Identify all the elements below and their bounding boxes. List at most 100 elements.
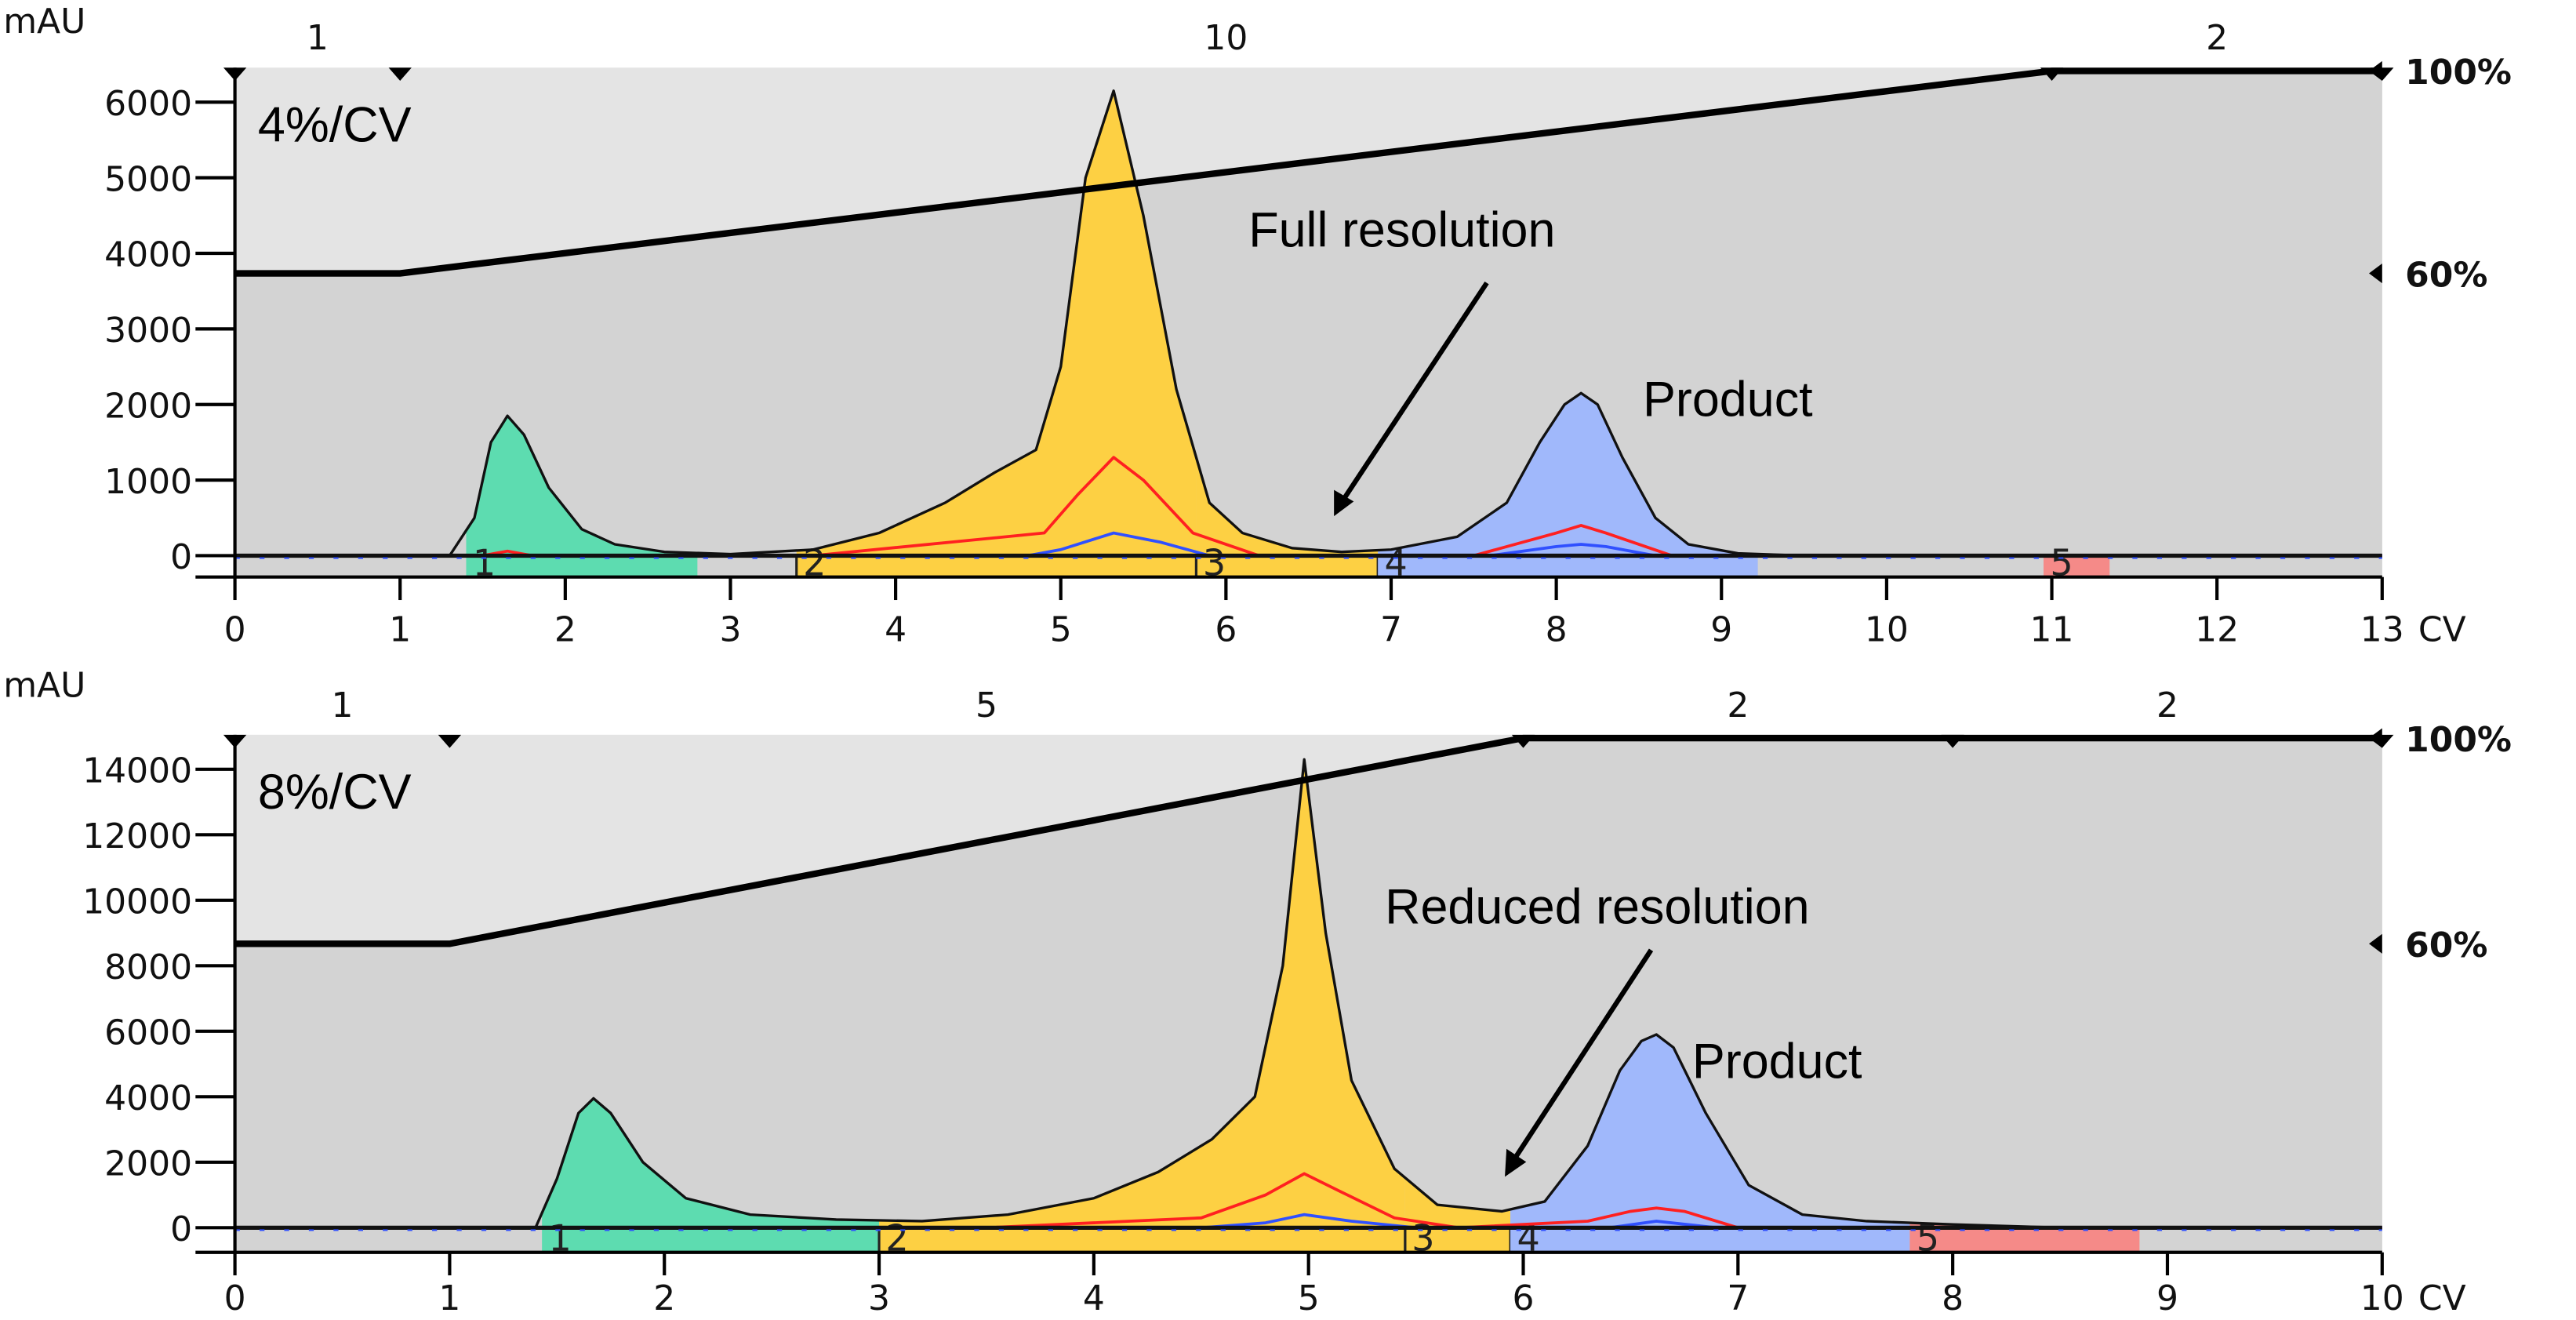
x-tick-label: 0 <box>224 1278 246 1318</box>
arrowhead-full-resolution <box>1334 489 1354 517</box>
blue-trace <box>234 1213 2382 1230</box>
y-tick-label: 5000 <box>104 159 192 199</box>
block-label: 2 <box>2156 685 2178 725</box>
right-axis-label: 60% <box>2405 925 2487 965</box>
block-label: 2 <box>1727 685 1749 725</box>
y-tick-label: 1000 <box>104 462 192 502</box>
right-axis-label: 100% <box>2405 720 2512 760</box>
annotation-product-top: Product <box>1643 372 1813 427</box>
peak-fill-fraction-1 <box>542 1098 880 1228</box>
y-tick-label: 4000 <box>104 1078 192 1118</box>
x-tick-label: 8 <box>1942 1278 1964 1318</box>
arrow-reduced-resolution <box>1509 948 1654 1165</box>
right-axis-marker-icon <box>2369 933 2382 954</box>
arrowhead-reduced-resolution <box>1505 1148 1527 1177</box>
fraction-bar-1 <box>466 555 698 577</box>
x-tick-label: 1 <box>438 1278 460 1318</box>
x-tick-label: 10 <box>2360 1278 2404 1318</box>
x-tick-label: 11 <box>2030 609 2074 649</box>
x-tick-label: 3 <box>719 609 741 649</box>
fraction-bar-5 <box>1909 1227 2140 1253</box>
block-label: 2 <box>2206 18 2228 58</box>
x-tick-label: 9 <box>1710 609 1732 649</box>
chromatogram-8-percent-per-cv: 1 2 3 4 5 0 2000 4000 6000 8000 10000 12000 14000 0 1 2… <box>3 666 2512 1318</box>
x-tick-label: 1 <box>389 609 411 649</box>
x-tick-label: 10 <box>1865 609 1909 649</box>
y-tick-label: 0 <box>170 537 192 577</box>
peak-fill-fraction-4 <box>1510 1035 1910 1228</box>
y-tick-label: 8000 <box>104 947 192 987</box>
annotation-gradient-rate-bottom: 8%/CV <box>258 765 412 820</box>
x-tick-label: 5 <box>1298 1278 1320 1318</box>
red-trace <box>234 1172 2382 1230</box>
y-tick-label: 14000 <box>82 751 192 791</box>
right-axis-label: 100% <box>2405 53 2512 93</box>
y-tick-label: 2000 <box>104 386 192 426</box>
x-axis-unit: CV <box>2418 609 2466 649</box>
fraction-bar-4 <box>1510 1227 1910 1253</box>
block-marker-icon <box>223 734 247 748</box>
x-tick-label: 0 <box>224 609 246 649</box>
x-tick-label: 8 <box>1546 609 1568 649</box>
fraction-bar-2 <box>795 554 1198 579</box>
uv-trace <box>234 89 2382 558</box>
arrow-full-resolution <box>1336 281 1489 508</box>
block-label: 1 <box>332 685 354 725</box>
fraction-bar-1 <box>542 1227 880 1253</box>
x-tick-label: 2 <box>554 609 576 649</box>
y-tick-label: 4000 <box>104 235 192 275</box>
y-tick-label: 6000 <box>104 1013 192 1053</box>
annotation-product-bottom: Product <box>1692 1035 1862 1089</box>
y-tick-label: 2000 <box>104 1144 192 1184</box>
block-label: 5 <box>976 685 997 725</box>
annotation-full-resolution: Full resolution <box>1248 203 1555 258</box>
gradient-area <box>234 71 2382 577</box>
block-marker-icon <box>388 67 412 82</box>
peak-fill-fraction-1 <box>466 416 698 556</box>
uv-trace <box>234 758 2382 1230</box>
x-tick-label: 4 <box>885 609 907 649</box>
x-tick-label: 4 <box>1083 1278 1105 1318</box>
right-axis-marker-icon <box>2369 263 2382 284</box>
block-label: 1 <box>307 18 329 58</box>
block-marker-icon <box>1941 734 1964 748</box>
y-tick-label: 10000 <box>82 882 192 922</box>
y-tick-label: 0 <box>170 1209 192 1249</box>
peak-fill-fraction-3 <box>1404 1177 1511 1228</box>
x-tick-label: 12 <box>2195 609 2239 649</box>
annotation-reduced-resolution: Reduced resolution <box>1385 880 1810 935</box>
peak-fill-fraction-2 <box>879 759 1405 1228</box>
block-marker-icon <box>223 67 247 82</box>
x-tick-label: 6 <box>1215 609 1237 649</box>
gradient-line <box>234 67 2382 277</box>
annotation-gradient-rate-top: 4%/CV <box>258 98 412 153</box>
peak-fill-fraction-2 <box>796 90 1197 556</box>
right-axis-label: 60% <box>2405 255 2487 295</box>
x-tick-label: 3 <box>868 1278 890 1318</box>
x-tick-label: 13 <box>2360 609 2404 649</box>
x-tick-label: 9 <box>2156 1278 2178 1318</box>
block-marker-icon <box>438 734 462 748</box>
y-tick-label: 12000 <box>82 816 192 856</box>
fraction-bar-5 <box>2043 555 2110 577</box>
peak-fill-fraction-4 <box>1378 393 1758 556</box>
block-marker-icon <box>2371 67 2394 82</box>
block-marker-icon <box>1511 734 1535 748</box>
fraction-bar-4 <box>1378 555 1758 577</box>
x-tick-label: 2 <box>653 1278 675 1318</box>
y-tick-label: 6000 <box>104 84 192 124</box>
block-marker-icon <box>2040 67 2064 82</box>
x-tick-label: 7 <box>1380 609 1402 649</box>
block-label: 10 <box>1204 18 1248 58</box>
y-axis-label: mAU <box>3 666 85 706</box>
fraction-bar-2 <box>877 1226 1407 1254</box>
y-axis-label: mAU <box>3 2 85 42</box>
x-axis-unit: CV <box>2418 1278 2466 1318</box>
peak-fill-fraction-3 <box>1196 457 1379 556</box>
y-tick-label: 3000 <box>104 311 192 351</box>
block-marker-icon <box>2371 734 2394 748</box>
x-tick-label: 7 <box>1727 1278 1749 1318</box>
x-tick-label: 6 <box>1513 1278 1535 1318</box>
